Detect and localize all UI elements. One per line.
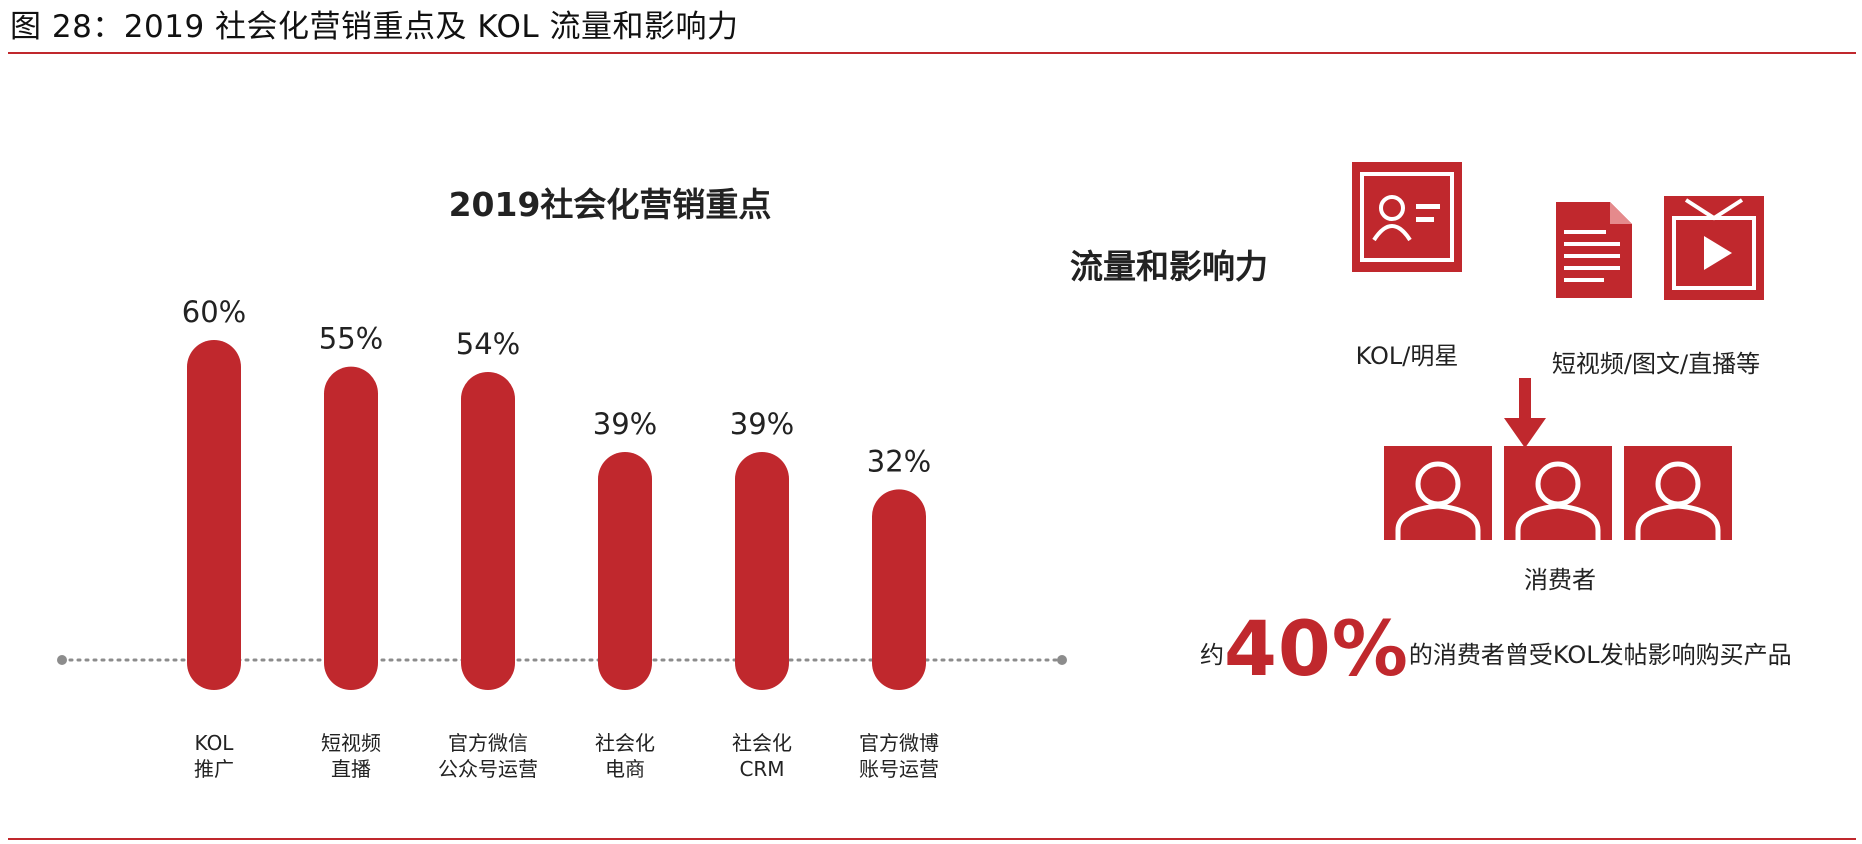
consumer-icons <box>1384 446 1732 540</box>
category-label: CRM <box>739 757 784 781</box>
category-label: 直播 <box>331 757 371 781</box>
bar <box>461 372 515 690</box>
value-label: 39% <box>730 407 794 441</box>
bar <box>872 489 926 690</box>
bottom-rule <box>8 838 1856 840</box>
video-play-icon <box>1664 196 1764 300</box>
category-label: 推广 <box>194 757 234 781</box>
bar <box>187 340 241 690</box>
article-icon <box>1556 202 1632 298</box>
person-icon <box>1384 446 1492 540</box>
value-label: 54% <box>456 327 520 361</box>
stat-value: 40% <box>1224 604 1409 693</box>
baseline-end-dot <box>1057 655 1067 665</box>
figure-caption: 图 28：2019 社会化营销重点及 KOL 流量和影响力 <box>10 9 739 45</box>
value-label: 32% <box>867 444 931 478</box>
category-label: 官方微信 <box>448 731 528 755</box>
figure-header: 图 28：2019 社会化营销重点及 KOL 流量和影响力 <box>8 2 1856 54</box>
stat-line: 约40%的消费者曾受KOL发帖影响购买产品 <box>1200 604 1820 693</box>
category-label: 电商 <box>605 757 645 781</box>
value-label: 55% <box>319 322 383 356</box>
consumer-label: 消费者 <box>1524 566 1596 594</box>
value-label: 60% <box>182 295 246 329</box>
chart-title: 2019社会化营销重点 <box>448 185 772 224</box>
category-label: 账号运营 <box>859 757 939 781</box>
category-label: 公众号运营 <box>438 757 538 781</box>
id-card-icon <box>1352 162 1462 272</box>
person-icon <box>1624 446 1732 540</box>
category-label: 社会化 <box>595 731 655 755</box>
down-arrow-icon <box>1504 378 1546 448</box>
category-label: 社会化 <box>732 731 792 755</box>
bar <box>324 366 378 690</box>
influence-title: 流量和影响力 <box>1070 247 1268 286</box>
bar <box>735 452 789 690</box>
kol-label: KOL/明星 <box>1355 342 1459 370</box>
category-label: 短视频 <box>321 731 381 755</box>
category-label: KOL <box>195 731 235 755</box>
person-icon <box>1504 446 1612 540</box>
media-label: 短视频/图文/直播等 <box>1551 350 1761 378</box>
stat-prefix: 约 <box>1200 641 1224 669</box>
value-label: 39% <box>593 407 657 441</box>
category-label: 官方微博 <box>859 731 939 755</box>
baseline-end-dot <box>57 655 67 665</box>
bar <box>598 452 652 690</box>
stat-suffix: 的消费者曾受KOL发帖影响购买产品 <box>1408 641 1792 669</box>
